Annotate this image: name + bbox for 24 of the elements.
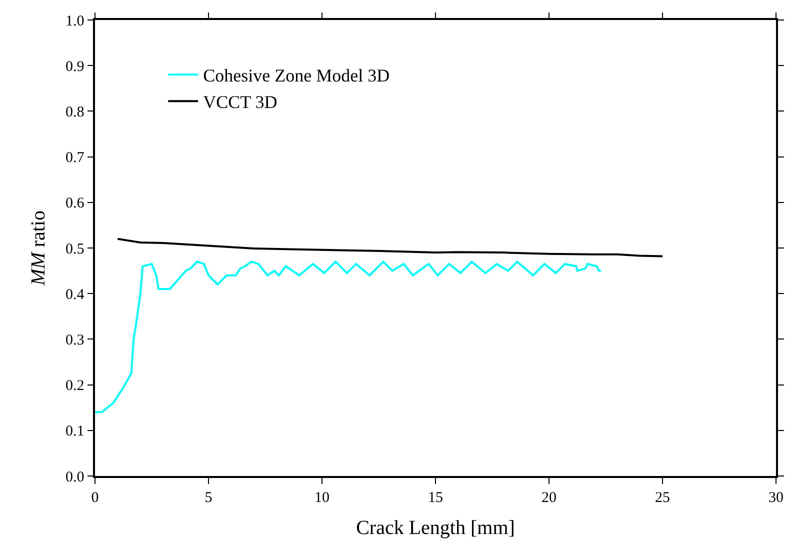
x-axis-title: Crack Length [mm] (356, 516, 515, 539)
y-tick-label: 1.0 (66, 13, 84, 30)
y-tick-label: 0.3 (66, 332, 84, 348)
y-tick-label: 0.9 (66, 58, 84, 75)
x-tick-label: 30 (768, 490, 784, 506)
y-tick-label: 0.6 (66, 196, 85, 212)
x-tick-label: 10 (314, 490, 330, 506)
legend-label: Cohesive Zone Model 3D (203, 66, 390, 86)
y-tick-label: 0.7 (66, 150, 85, 166)
y-tick-label: 0.8 (66, 104, 84, 120)
y-tick-label: 0.5 (66, 241, 84, 258)
line-series (116, 238, 664, 258)
x-tick-label: 0 (91, 490, 99, 506)
y-tick-label: 0.1 (66, 424, 84, 440)
x-tick-label: 25 (655, 490, 670, 506)
x-tick-label: 20 (542, 490, 556, 506)
y-tick-label: 0.4 (66, 286, 85, 303)
legend-label: VCCT 3D (203, 92, 278, 112)
line-series (95, 260, 602, 414)
x-tick-label: 15 (428, 490, 443, 506)
y-tick-label: 0.0 (66, 469, 84, 486)
y-tick-label: 0.2 (66, 378, 84, 394)
y-axis-title: MM ratio (28, 210, 50, 286)
x-tick-label: 5 (204, 490, 212, 506)
